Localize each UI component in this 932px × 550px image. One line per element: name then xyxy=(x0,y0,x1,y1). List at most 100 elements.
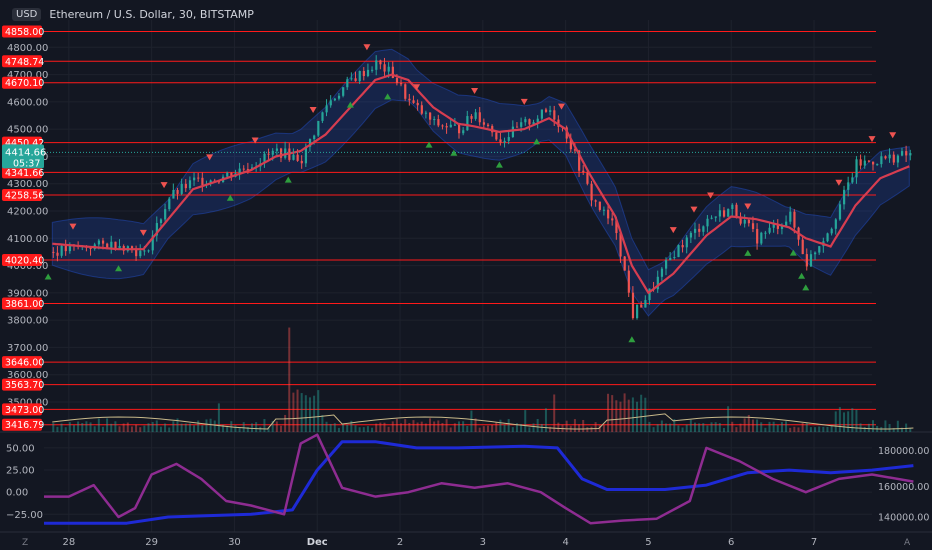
volume-bar xyxy=(449,427,452,432)
candle-body xyxy=(155,223,158,236)
price-tick-label: 3800.00 xyxy=(7,316,48,327)
volume-bar xyxy=(424,423,427,432)
buy-signal-icon xyxy=(284,176,292,183)
candle-body xyxy=(342,87,345,96)
volume-bar xyxy=(304,395,307,432)
candle-body xyxy=(159,219,163,224)
price-tick-label: 4000.00 xyxy=(7,261,48,272)
volume-bar xyxy=(665,423,667,432)
candle-body xyxy=(776,224,779,229)
candle-body xyxy=(176,190,179,194)
zoom-control-icon[interactable]: Z xyxy=(22,538,28,548)
level-price-label: 4020.40 xyxy=(5,255,44,266)
volume-bar xyxy=(764,427,767,432)
volume-bar xyxy=(180,423,183,432)
volume-bar xyxy=(751,419,754,432)
candle-body xyxy=(648,288,651,301)
level-price-label: 4341.66 xyxy=(5,168,44,179)
volume-bar xyxy=(151,421,154,432)
sell-signal-icon xyxy=(744,203,752,210)
volume-bar xyxy=(735,427,738,432)
volume-bar xyxy=(627,399,630,432)
candle-body xyxy=(230,172,233,177)
volume-bar xyxy=(615,400,618,432)
currency-badge[interactable]: USD xyxy=(12,7,42,21)
moving-average-line xyxy=(52,73,910,295)
volume-bar xyxy=(333,423,336,432)
auto-scale-icon[interactable]: A xyxy=(904,538,911,548)
candle-body xyxy=(325,105,328,113)
candle-body xyxy=(640,304,643,308)
candle-body xyxy=(756,228,759,244)
candle-body xyxy=(607,209,610,219)
buy-signal-icon xyxy=(533,138,541,145)
volume-bar xyxy=(300,393,303,432)
candle-body xyxy=(478,112,481,123)
candle-body xyxy=(358,71,361,82)
candle-body xyxy=(433,119,436,121)
volume-bar xyxy=(809,427,812,432)
volume-bar xyxy=(565,420,568,432)
volume-bar xyxy=(437,420,440,432)
volume-bar xyxy=(72,425,75,432)
candle-body xyxy=(404,84,407,99)
volume-bar xyxy=(739,423,742,432)
volume-bar xyxy=(669,423,672,432)
volume-bar xyxy=(466,425,469,432)
candle-body xyxy=(665,260,668,269)
volume-bar xyxy=(284,414,287,432)
candle-body xyxy=(279,148,283,158)
volume-bar xyxy=(313,395,316,432)
volume-bar xyxy=(251,423,253,432)
volume-bar xyxy=(362,427,365,432)
volume-bar xyxy=(855,409,858,432)
volume-bar xyxy=(139,427,142,432)
volume-bar xyxy=(503,424,506,432)
volume-bar xyxy=(573,419,576,432)
candle-body xyxy=(209,180,212,184)
candle-body xyxy=(631,292,635,319)
candle-body xyxy=(139,250,142,257)
volume-bar xyxy=(582,419,585,432)
candle-body xyxy=(482,122,486,125)
candle-body xyxy=(400,83,403,85)
volume-bar xyxy=(267,427,270,432)
volume-bar xyxy=(888,424,891,432)
oscillator-fast-line xyxy=(44,433,914,525)
price-tick-label: 3700.00 xyxy=(7,343,48,354)
volume-bar xyxy=(375,423,378,432)
candle-body xyxy=(602,209,606,211)
candle-body xyxy=(56,252,59,256)
volume-bar xyxy=(68,422,71,432)
volume-bar xyxy=(197,420,200,432)
candle-body xyxy=(193,177,196,181)
volume-bar xyxy=(586,427,589,432)
candle-body xyxy=(536,118,539,123)
volume-bar xyxy=(271,420,274,432)
time-tick-label: 4 xyxy=(562,537,568,548)
candle-body xyxy=(685,237,688,248)
time-tick-label: 28 xyxy=(62,537,75,548)
candle-body xyxy=(350,78,353,80)
candle-body xyxy=(722,210,726,217)
volume-bar xyxy=(288,327,291,432)
price-tick-label: 4200.00 xyxy=(7,206,48,217)
candle-body xyxy=(689,232,693,238)
level-price-badge xyxy=(2,297,42,310)
candle-body xyxy=(412,100,415,103)
oscillator-slow-line xyxy=(44,440,914,525)
volume-bar xyxy=(611,395,614,432)
volume-bar xyxy=(793,426,796,432)
volume-bar xyxy=(217,403,220,432)
level-price-badge xyxy=(2,356,42,369)
volume-bar xyxy=(176,418,179,432)
volume-bar xyxy=(126,422,129,432)
candle-body xyxy=(462,130,465,134)
volume-bar xyxy=(77,421,80,432)
candle-body xyxy=(772,224,775,228)
volume-bar xyxy=(814,427,817,432)
candle-body xyxy=(201,177,204,186)
candle-body xyxy=(333,98,336,101)
candle-body xyxy=(743,219,746,224)
